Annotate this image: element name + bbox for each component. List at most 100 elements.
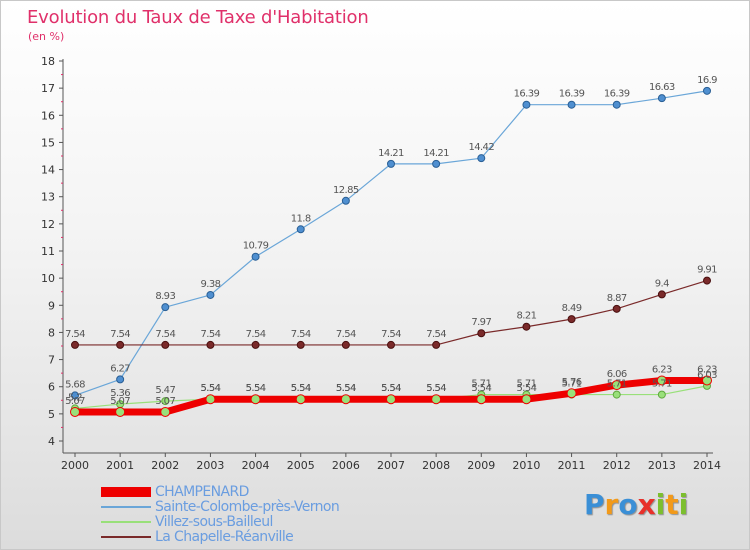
data-point (251, 252, 260, 261)
data-label: 5.54 (200, 383, 220, 394)
proxiti-logo: Proxiti (584, 488, 688, 521)
data-point (340, 394, 351, 405)
data-label: 5.68 (65, 379, 85, 390)
data-label: 5.54 (291, 383, 311, 394)
x-tick-label: 2010 (512, 459, 540, 472)
y-tick-label: 4 (48, 435, 55, 448)
data-label: 6.23 (652, 364, 672, 375)
data-point (250, 394, 261, 405)
x-tick-label: 2005 (287, 459, 315, 472)
data-label: 7.54 (426, 329, 446, 340)
data-point (567, 100, 576, 109)
series-line-1 (74, 90, 708, 396)
data-point (612, 390, 621, 399)
data-label: 9.4 (655, 278, 669, 289)
data-label: 5.54 (336, 383, 356, 394)
data-point (387, 159, 395, 168)
data-label: 16.9 (697, 75, 717, 86)
data-label: 5.47 (155, 385, 175, 396)
data-label: 5.71 (652, 379, 672, 390)
data-label: 7.54 (336, 329, 356, 340)
data-label: 5.54 (426, 383, 446, 394)
x-tick-label: 2011 (558, 459, 586, 472)
y-tick-label: 13 (41, 191, 55, 204)
data-label: 14.21 (378, 148, 404, 159)
data-label: 10.79 (243, 241, 269, 252)
x-tick-label: 2006 (332, 459, 360, 472)
data-point (476, 394, 487, 405)
data-label: 7.54 (291, 329, 311, 340)
data-label: 9.91 (697, 265, 717, 276)
data-label: 5.2 (68, 392, 82, 403)
data-label: 12.85 (333, 185, 359, 196)
legend-label: Villez-sous-Bailleul (155, 514, 273, 530)
data-label: 5.71 (562, 379, 582, 390)
data-point (251, 340, 260, 349)
data-point (612, 304, 621, 313)
y-tick-label: 15 (41, 136, 55, 149)
data-point (432, 159, 441, 168)
data-label: 5.54 (336, 383, 356, 394)
data-label: 5.07 (65, 396, 85, 407)
data-label: 6.23 (697, 364, 717, 375)
legend-swatch (101, 536, 151, 538)
data-label: 11.8 (291, 213, 311, 224)
data-point (432, 340, 441, 349)
data-point (431, 394, 442, 405)
data-label: 5.54 (381, 383, 401, 394)
data-point (522, 322, 531, 331)
data-label: 7.54 (155, 329, 175, 340)
logo-letter: x (637, 488, 656, 521)
data-label: 14.42 (468, 142, 494, 153)
y-tick-label: 5 (48, 408, 55, 421)
data-label: 9.38 (200, 279, 220, 290)
data-label: 8.87 (607, 293, 627, 304)
data-point (206, 290, 215, 299)
chart-title: Evolution du Taux de Taxe d'Habitation (27, 7, 369, 28)
x-tick-label: 2000 (61, 459, 89, 472)
x-tick-label: 2007 (377, 459, 405, 472)
y-tick-label: 14 (41, 164, 55, 177)
legend-label: CHAMPENARD (155, 484, 249, 500)
data-label: 7.54 (246, 329, 266, 340)
data-point (521, 394, 532, 405)
data-label: 5.71 (471, 379, 491, 390)
x-tick-label: 2012 (603, 459, 631, 472)
data-label: 8.49 (562, 303, 582, 314)
data-label: 6.06 (607, 369, 627, 380)
data-point (522, 100, 531, 109)
y-tick-label: 9 (48, 299, 55, 312)
data-point (296, 340, 305, 349)
data-label: 5.54 (246, 383, 266, 394)
data-point (161, 397, 170, 406)
logo-letter: i (678, 488, 689, 521)
data-label: 5.71 (516, 379, 536, 390)
data-point (567, 315, 576, 324)
data-label: 7.54 (381, 329, 401, 340)
data-point (205, 394, 216, 405)
data-point (160, 406, 171, 417)
data-point (387, 340, 395, 349)
data-point (657, 290, 666, 299)
y-tick-label: 10 (41, 272, 55, 285)
data-point (612, 100, 621, 109)
data-label: 5.54 (381, 383, 401, 394)
y-tick-label: 12 (41, 218, 55, 231)
logo-letter: r (604, 488, 619, 521)
data-point (703, 276, 711, 285)
y-tick-label: 7 (48, 354, 55, 367)
data-label: 7.97 (471, 317, 491, 328)
data-label: 8.93 (155, 291, 175, 302)
data-label: 16.39 (604, 89, 630, 100)
data-label: 5.36 (110, 388, 130, 399)
data-point (116, 340, 125, 349)
logo-letter: o (618, 488, 638, 521)
data-label: 5.07 (155, 396, 175, 407)
data-label: 5.54 (246, 383, 266, 394)
x-tick-label: 2013 (648, 459, 676, 472)
data-label: 7.54 (200, 329, 220, 340)
data-point (611, 380, 622, 391)
data-point (566, 388, 577, 399)
data-point (341, 196, 350, 205)
